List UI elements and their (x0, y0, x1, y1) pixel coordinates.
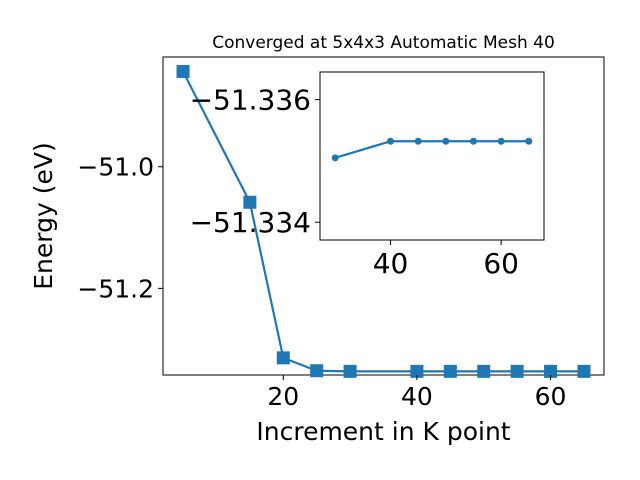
inset-data-point (387, 137, 395, 145)
data-point (343, 364, 357, 378)
y-axis-label: Energy (eV) (29, 142, 58, 289)
inset-data-point (414, 137, 422, 145)
data-point (577, 364, 591, 378)
y-tick-label: −51.0 (77, 153, 154, 182)
data-point (276, 351, 290, 365)
x-tick-label: 40 (401, 382, 433, 411)
data-point (310, 364, 324, 378)
data-point (510, 364, 524, 378)
inset-y-tick-label: −51.336 (190, 84, 311, 117)
x-tick-label: 20 (267, 382, 299, 411)
inset-data-point (525, 137, 533, 145)
inset-axes-frame (319, 71, 545, 241)
data-point (410, 364, 424, 378)
data-point (443, 364, 457, 378)
y-tick-label: −51.2 (77, 274, 154, 303)
inset-data-point (497, 137, 505, 145)
x-axis-label: Increment in K point (256, 417, 510, 446)
chart-title: Converged at 5x4x3 Automatic Mesh 40 (212, 33, 555, 53)
inset-plot: 40 60 −51.336 −51.334 (190, 71, 545, 280)
inset-x-tick-label: 40 (373, 247, 409, 280)
data-point (176, 64, 190, 78)
inset-data-point (469, 137, 477, 145)
data-point (544, 364, 558, 378)
data-point (243, 195, 257, 209)
inset-data-point (442, 137, 450, 145)
inset-y-tick-label: −51.334 (190, 206, 311, 239)
inset-x-tick-label: 60 (483, 247, 519, 280)
inset-data-point (331, 154, 339, 162)
data-point (477, 364, 491, 378)
x-tick-label: 60 (535, 382, 567, 411)
